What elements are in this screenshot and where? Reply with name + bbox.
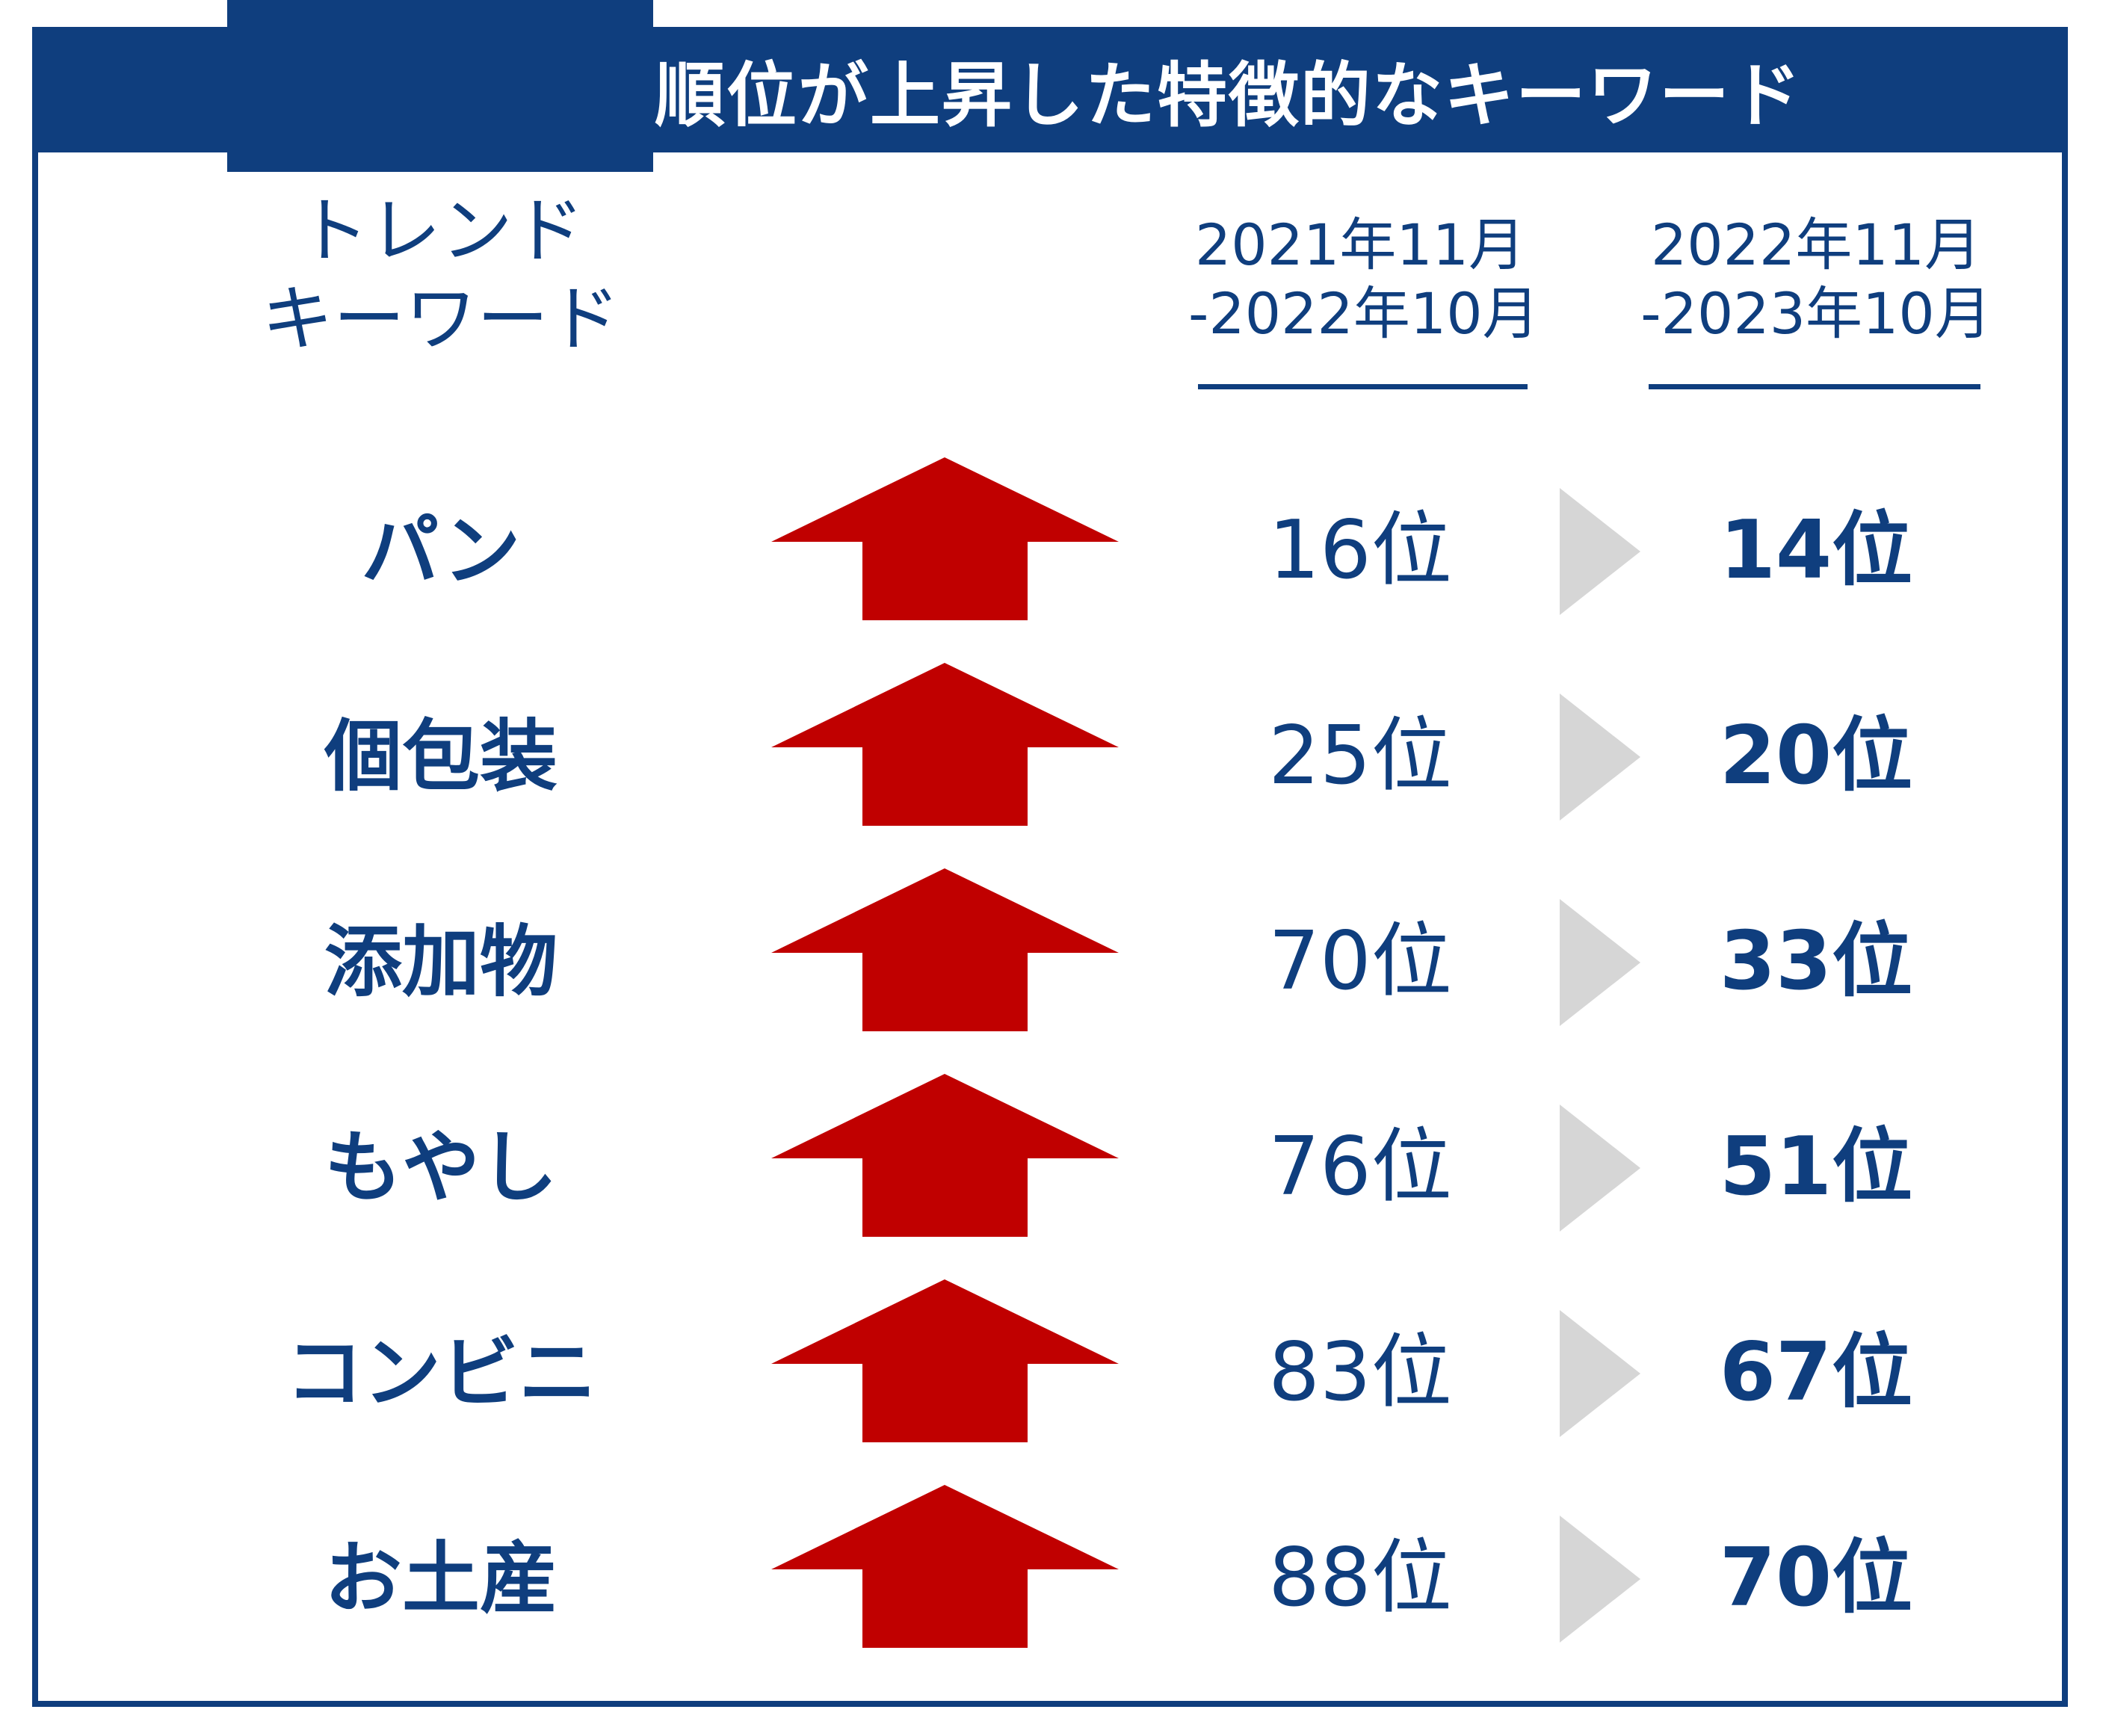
keyword-column-header: トレンド キーワード [224,187,658,363]
rank-up-arrow-icon [771,868,1119,1031]
keyword-label: 添加物 [324,915,558,1007]
rank-up-arrow-icon [771,1279,1119,1442]
keyword-label: お土産 [324,1532,558,1624]
chevron-right-icon [1560,488,1640,615]
current-rank: 33位 [1719,915,1913,1008]
keyword-header-line2: キーワード [262,277,620,361]
keyword-header-line1: トレンド [297,189,584,273]
keyword-row: もやし 76位 51位 [0,1074,2103,1246]
table-frame [32,27,2068,1707]
previous-period-header: 2021年11月 -2022年10月 [1188,211,1540,348]
keyword-row: パン 16位 14位 [0,457,2103,629]
previous-rank: 70位 [1268,915,1452,1008]
keyword-row: コンビニ 83位 67位 [0,1279,2103,1451]
previous-rank: 83位 [1268,1326,1452,1419]
keyword-header-underline [227,0,653,172]
current-rank: 20位 [1719,709,1913,803]
keyword-row: お土産 88位 70位 [0,1485,2103,1657]
keyword-row: 個包装 25位 20位 [0,663,2103,835]
current-period-line1: 2022年11月 [1650,211,1982,278]
previous-period-underline [1198,384,1528,389]
keyword-label: もやし [324,1121,558,1213]
current-period-underline [1649,384,1980,389]
current-rank: 70位 [1719,1531,1913,1625]
previous-rank: 88位 [1268,1531,1452,1625]
previous-rank: 76位 [1268,1120,1452,1214]
chevron-right-icon [1560,694,1640,821]
previous-period-line1: 2021年11月 [1194,211,1526,278]
current-period-header: 2022年11月 -2023年10月 [1640,211,1992,348]
current-rank: 14位 [1719,504,1913,597]
rank-up-arrow-icon [771,457,1119,620]
keyword-row: 添加物 70位 33位 [0,868,2103,1040]
current-rank: 67位 [1719,1326,1913,1419]
previous-period-line2: -2022年10月 [1188,280,1540,347]
rank-up-arrow-icon [771,1485,1119,1648]
chevron-right-icon [1560,1310,1640,1437]
chevron-right-icon [1560,899,1640,1026]
keyword-label: パン [361,504,521,596]
chevron-right-icon [1560,1516,1640,1643]
previous-rank: 16位 [1268,504,1452,597]
chevron-right-icon [1560,1105,1640,1232]
current-rank: 51位 [1719,1120,1913,1214]
previous-rank: 25位 [1268,709,1452,803]
keyword-label: 個包装 [324,710,558,802]
rank-up-arrow-icon [771,663,1119,826]
rank-up-arrow-icon [771,1074,1119,1237]
keyword-label: コンビニ [285,1326,596,1418]
current-period-line2: -2023年10月 [1640,280,1992,347]
